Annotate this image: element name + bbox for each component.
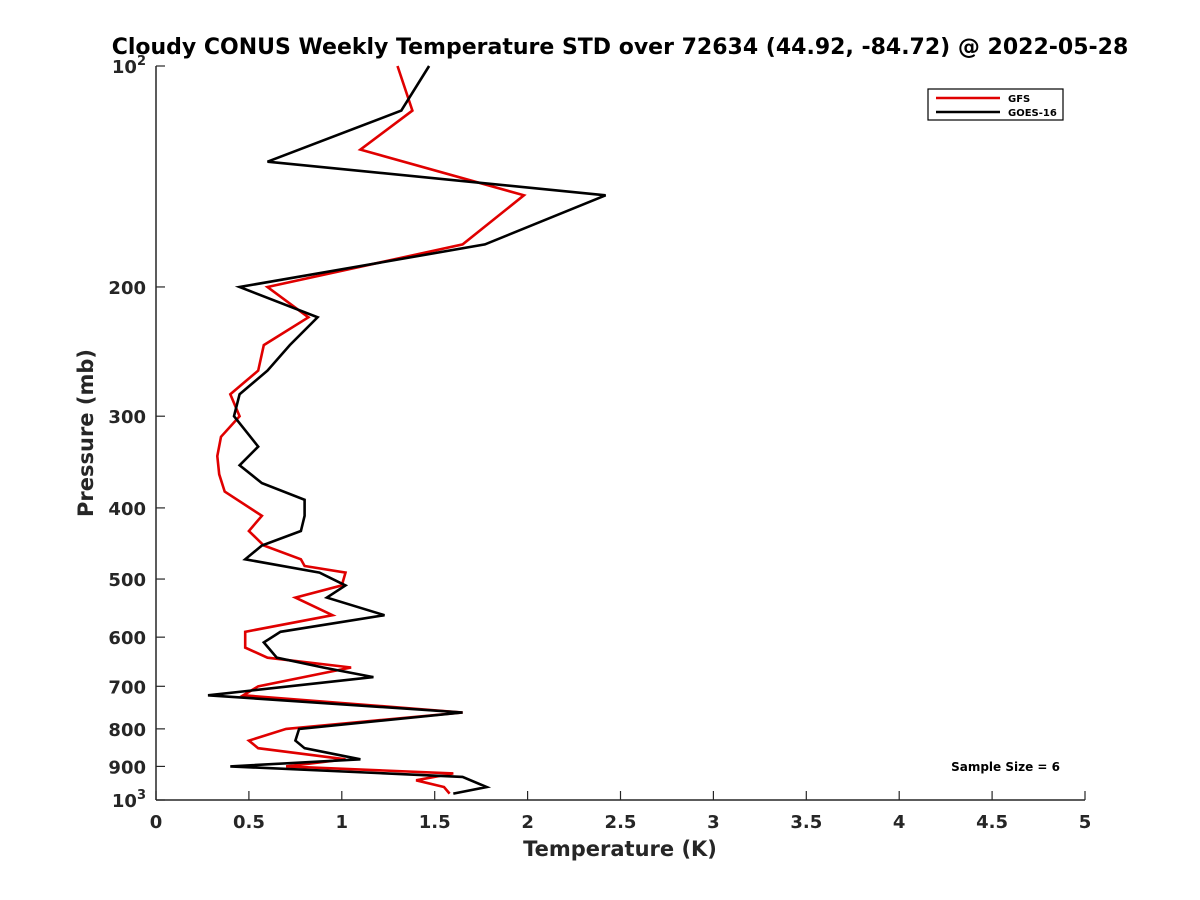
series-line-gfs	[215, 65, 527, 795]
y-tick-label-base: 200	[108, 278, 146, 299]
y-tick-label-exponent: 3	[137, 788, 146, 803]
y-tick-label: 500	[108, 570, 146, 591]
x-tick-label: 3	[707, 812, 720, 833]
x-tick-label: 5	[1079, 812, 1092, 833]
x-tick-label: 1.5	[419, 812, 451, 833]
y-tick-label-exponent: 2	[137, 54, 146, 69]
chart-title: Cloudy CONUS Weekly Temperature STD over…	[112, 35, 1129, 60]
plot-area: 0 0.5 1 1.5 2 2.5 3 3.5 4 4.5 51022003004005006007…	[108, 54, 1091, 833]
series-line-goes-16	[207, 65, 607, 795]
y-tick-label: 102	[112, 54, 146, 78]
y-tick-label: 200	[108, 278, 146, 299]
y-tick-label-base: 400	[108, 499, 146, 520]
y-tick-label-base: 300	[108, 407, 146, 428]
x-tick-label: 2	[521, 812, 534, 833]
x-tick-label: 2.5	[605, 812, 637, 833]
y-tick-label-base: 900	[108, 757, 146, 778]
sample-size-annotation: Sample Size = 6	[951, 760, 1060, 774]
y-tick-label-base: 10	[112, 57, 137, 78]
y-tick-label-base: 700	[108, 677, 146, 698]
y-tick-label-base: 600	[108, 628, 146, 649]
legend: GFS GOES-16	[927, 88, 1064, 121]
x-tick-label: 4.5	[976, 812, 1008, 833]
y-tick-label-base: 500	[108, 570, 146, 591]
x-tick-label: 0	[150, 812, 163, 833]
y-tick-label: 800	[108, 720, 146, 741]
x-tick-label: 1	[336, 812, 349, 833]
legend-box	[927, 88, 1064, 121]
y-tick-label: 600	[108, 628, 146, 649]
y-tick-label-base: 10	[112, 791, 137, 812]
y-axis-label: Pressure (mb)	[74, 349, 98, 517]
x-axis-label: Temperature (K)	[523, 837, 717, 861]
y-tick-label: 700	[108, 677, 146, 698]
y-tick-label: 300	[108, 407, 146, 428]
legend-label-goes-16: GOES-16	[1008, 108, 1057, 119]
y-tick-label: 900	[108, 757, 146, 778]
y-tick-label: 400	[108, 499, 146, 520]
legend-label-gfs: GFS	[1008, 94, 1030, 105]
x-tick-label: 0.5	[233, 812, 265, 833]
x-tick-label: 4	[893, 812, 906, 833]
x-tick-label: 3.5	[790, 812, 822, 833]
y-tick-label-base: 800	[108, 720, 146, 741]
y-tick-label: 103	[112, 788, 146, 812]
